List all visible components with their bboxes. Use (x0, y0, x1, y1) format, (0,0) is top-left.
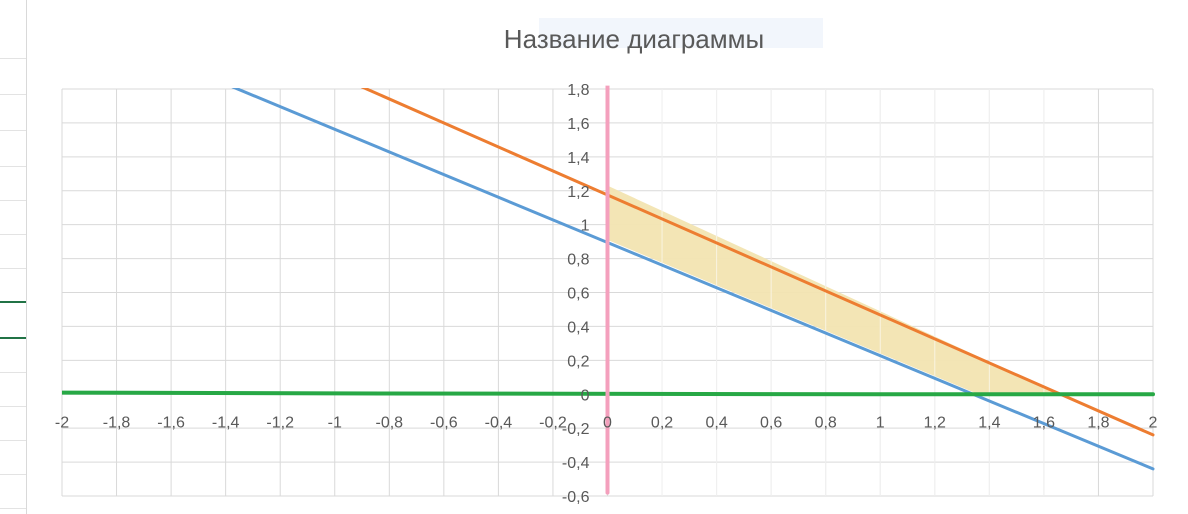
y-tick-label: 1,4 (567, 150, 589, 167)
x-tick-label: 1,4 (978, 414, 1000, 431)
row-divider (0, 268, 26, 269)
y-tick-label: -0,4 (562, 455, 590, 472)
row-divider (0, 58, 26, 59)
row-divider (0, 94, 26, 95)
row-divider (0, 440, 26, 441)
row-divider (0, 508, 26, 509)
y-tick-label: 0 (581, 387, 590, 404)
x-tick-label: -1,2 (266, 414, 294, 431)
shaded-feasible-region (607, 185, 1061, 395)
row-divider (0, 166, 26, 167)
x-tick-label: -0,8 (376, 414, 404, 431)
x-tick-label: 0,2 (651, 414, 673, 431)
y-tick-label: 1,8 (567, 82, 589, 99)
selection-marker (0, 337, 26, 339)
y-tick-label: 1,6 (567, 116, 589, 133)
x-tick-label: -2 (55, 414, 69, 431)
row-divider (0, 200, 26, 201)
row-divider (0, 474, 26, 475)
x-tick-label: -1 (328, 414, 342, 431)
y-tick-label: 0,2 (567, 353, 589, 370)
chart-title-highlight (539, 18, 823, 48)
y-tick-label: 1 (581, 218, 590, 235)
y-tick-label: 0,6 (567, 286, 589, 303)
y-tick-label: -0,6 (562, 489, 590, 506)
x-tick-label: 0 (603, 414, 612, 431)
x-tick-label: -0,2 (539, 414, 567, 431)
x-tick-label: -1,8 (103, 414, 131, 431)
spreadsheet-row-strip (0, 0, 30, 514)
x-tick-label: 2 (1149, 414, 1158, 431)
x-tick-label: -0,4 (485, 414, 513, 431)
selection-marker (0, 301, 26, 303)
row-divider (0, 372, 26, 373)
y-tick-label: 0,4 (567, 319, 589, 336)
x-tick-label: 0,4 (705, 414, 727, 431)
y-tick-label: 0,8 (567, 252, 589, 269)
x-tick-label: 1,8 (1087, 414, 1109, 431)
x-tick-label: 1,6 (1033, 414, 1055, 431)
row-divider (0, 406, 26, 407)
x-tick-label: 0,6 (760, 414, 782, 431)
row-divider (0, 130, 26, 131)
x-tick-label: -0,6 (430, 414, 458, 431)
row-divider (0, 234, 26, 235)
x-tick-label: 0,8 (815, 414, 837, 431)
chart-title[interactable]: Название диаграммы (503, 24, 765, 54)
y-tick-label: -0,2 (562, 421, 590, 438)
x-tick-label: 1,2 (924, 414, 946, 431)
x-tick-label: 1 (876, 414, 885, 431)
y-tick-label: 1,2 (567, 184, 589, 201)
x-tick-label: -1,4 (212, 414, 240, 431)
x-tick-label: -1,6 (157, 414, 185, 431)
